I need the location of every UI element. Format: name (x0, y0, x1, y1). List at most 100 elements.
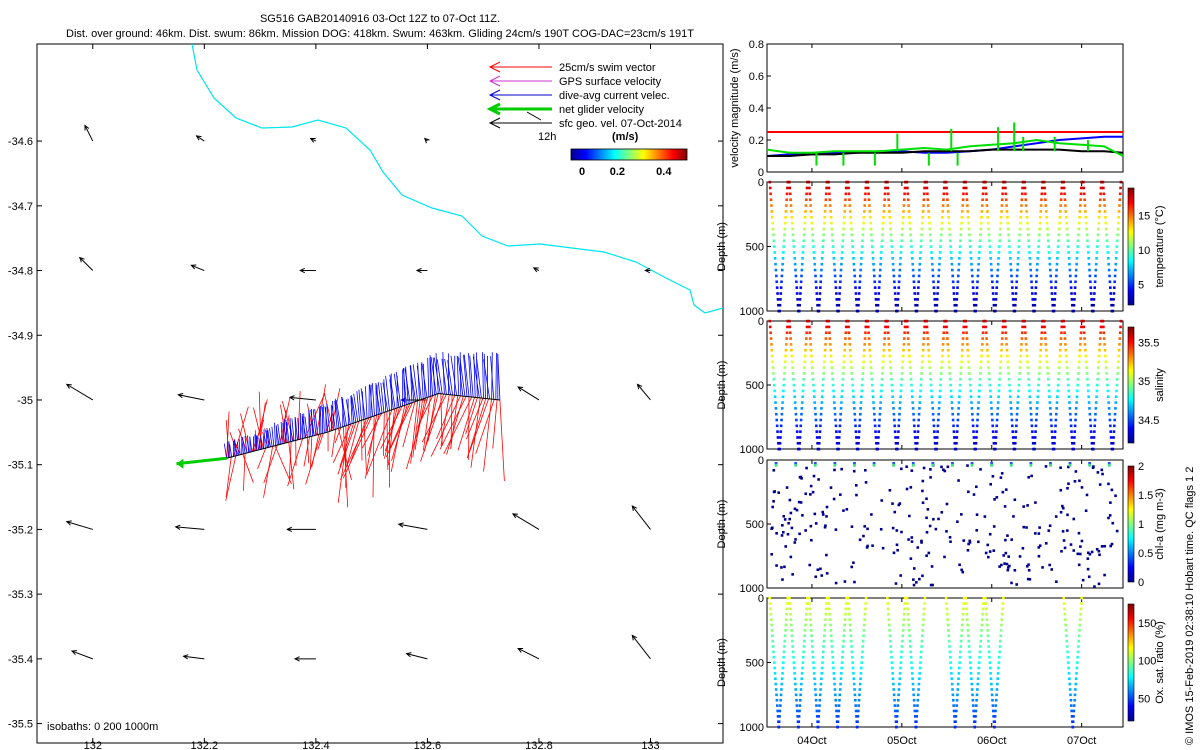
salinity-sample (900, 383, 903, 387)
chla-surface-sample (911, 462, 915, 465)
oxygen-sample (835, 715, 839, 718)
oxygen-sample (890, 655, 893, 659)
salinity-sample (917, 424, 920, 428)
chla-sample (772, 499, 775, 503)
temperature-sample (947, 215, 950, 219)
temperature-sample (960, 221, 963, 225)
oxygen-sample (996, 672, 1000, 675)
salinity-sample (820, 401, 824, 404)
oxygen-sample (849, 634, 853, 638)
salinity-sample (1091, 447, 1095, 451)
salinity-sample (979, 366, 983, 369)
temperature-sample (850, 239, 854, 243)
oxygen-sample (862, 623, 866, 627)
chla-sample (1010, 538, 1013, 541)
temperature-sample (857, 298, 861, 301)
temperature-sample (943, 180, 946, 184)
temperature-sample (985, 204, 989, 207)
salinity-sample (785, 337, 788, 340)
temperature-sample (964, 186, 968, 190)
salinity-sample (824, 343, 827, 346)
chla-surface-sample (1029, 462, 1033, 465)
temperature-sample (878, 280, 881, 284)
salinity-sample (829, 348, 832, 352)
chla-y-tick-label: 500 (746, 519, 764, 531)
temperature-sample (1044, 198, 1047, 201)
salinity-sample (969, 395, 973, 399)
oxygen-sample (995, 693, 998, 697)
salinity-sample (912, 418, 916, 422)
oxygen-sample (830, 645, 834, 648)
salinity-sample (1074, 412, 1078, 416)
temperature-sample (907, 204, 910, 207)
salinity-sample (1040, 325, 1044, 329)
salinity-sample (1109, 430, 1113, 433)
salinity-sample (1072, 441, 1076, 445)
salinity-sample (916, 436, 919, 439)
oxygen-sample (950, 672, 953, 675)
salinity-sample (991, 424, 995, 428)
chla-sample (771, 505, 774, 509)
salinity-sample (840, 389, 844, 393)
temperature-sample (1092, 303, 1095, 307)
salinity-sample (1097, 360, 1101, 364)
temperature-sample (778, 303, 782, 307)
map-frame (36, 43, 724, 744)
temperature-sample (786, 186, 789, 190)
temperature-sample (789, 204, 793, 207)
oxygen-sample (897, 693, 900, 697)
chla-surface-sample (931, 463, 935, 467)
oxygen-sample (917, 688, 920, 691)
temperature-sample (946, 198, 949, 201)
temperature-sample (959, 239, 962, 243)
oxygen-sample (986, 629, 989, 632)
temperature-sample (1107, 262, 1110, 266)
temperature-sample (1118, 198, 1122, 201)
temperature-sample (939, 245, 942, 248)
swim-vector (225, 455, 237, 501)
oxygen-sample (892, 693, 896, 697)
temperature-sample (875, 303, 878, 307)
salinity-sample (868, 348, 872, 352)
temperature-sample (946, 210, 950, 213)
chla-sample (782, 514, 786, 518)
oxygen-sample (848, 612, 851, 616)
oxygen-sample (964, 596, 968, 600)
chla-sample (820, 574, 824, 577)
temperature-colorbar-tick: 5 (1138, 279, 1144, 291)
temperature-sample (938, 257, 942, 260)
swim-vector (470, 397, 481, 468)
salinity-sample (1007, 372, 1010, 375)
swim-vector (279, 397, 291, 445)
chla-sample (975, 513, 979, 516)
temperature-sample (770, 210, 774, 213)
swim-vector (363, 419, 367, 471)
salinity-sample (835, 430, 838, 433)
oxygen-sample (973, 720, 977, 724)
temperature-sample (850, 233, 854, 237)
temperature-sample (1051, 298, 1054, 301)
temperature-sample (1098, 210, 1101, 213)
salinity-sample (953, 436, 956, 439)
oxygen-sample (771, 634, 774, 638)
oxygen-sample (953, 715, 956, 718)
oxygen-sample (859, 666, 863, 670)
temperature-sample (939, 239, 943, 243)
oxygen-sample (811, 645, 814, 648)
temperature-sample (822, 227, 826, 231)
temperature-sample (775, 280, 779, 284)
chla-sample (1015, 583, 1018, 586)
temperature-sample (849, 215, 852, 219)
temperature-sample (898, 262, 902, 266)
salinity-sample (953, 441, 957, 445)
salinity-sample (913, 424, 916, 428)
arrow-head (309, 137, 316, 143)
oxygen-sample (996, 677, 1000, 681)
oxygen-sample (1073, 693, 1077, 697)
chla-sample (770, 552, 773, 556)
chla-sample (898, 502, 902, 505)
net-velocity-shaft (176, 456, 227, 466)
temperature-sample (813, 257, 816, 260)
temperature-sample (988, 239, 991, 243)
oxygen-sample (974, 709, 978, 713)
